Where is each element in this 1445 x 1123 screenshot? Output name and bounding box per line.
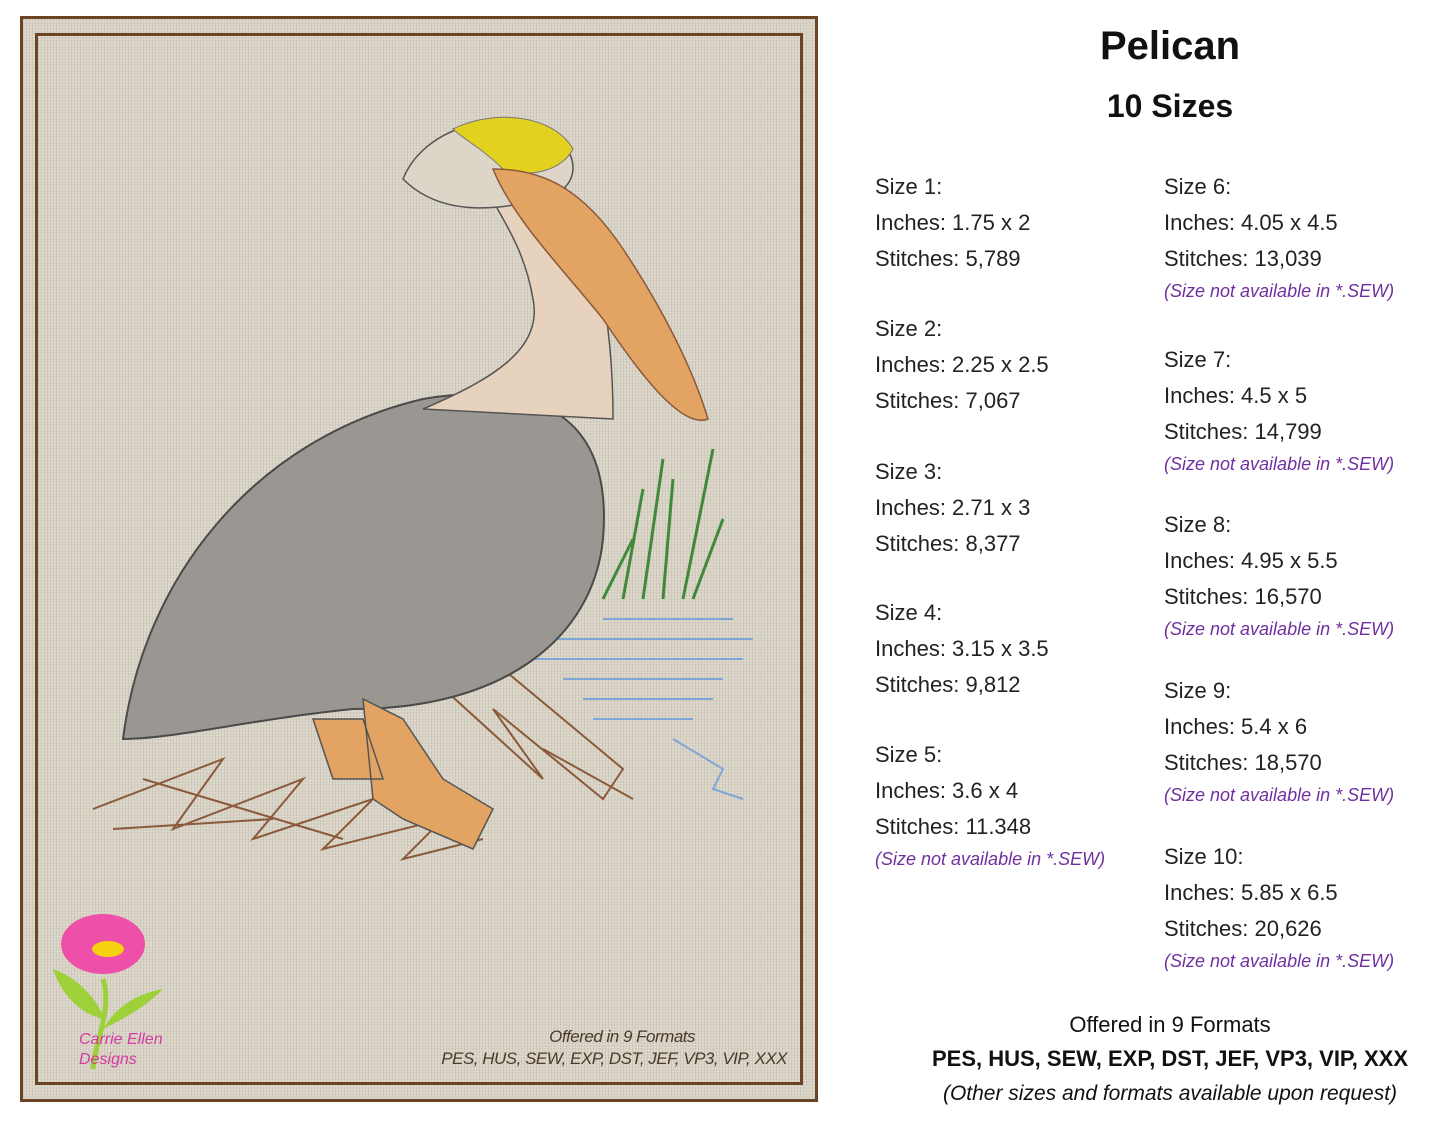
grass: [601, 448, 725, 600]
size-stitches: Stitches: 18,570: [1164, 750, 1322, 775]
size-stitches: Stitches: 13,039: [1164, 246, 1322, 271]
size-block: Size 1: Inches: 1.75 x 2 Stitches: 5,789: [875, 169, 1030, 277]
image-offered-text: Offered in 9 Formats: [549, 1027, 695, 1046]
size-label: Size 2:: [875, 316, 943, 341]
size-block: Size 4: Inches: 3.15 x 3.5 Stitches: 9,812: [875, 595, 1049, 703]
size-stitches: Stitches: 11.348: [875, 814, 1032, 839]
size-label: Size 6:: [1164, 174, 1232, 199]
size-block: Size 3: Inches: 2.71 x 3 Stitches: 8,377: [875, 454, 1030, 562]
size-stitches: Stitches: 9,812: [875, 672, 1021, 697]
pelican-beak: [491, 168, 709, 422]
product-image: Carrie Ellen Designs Offered in 9 Format…: [20, 16, 818, 1102]
svg-text:Carrie Ellen: Carrie Ellen: [79, 1031, 163, 1048]
size-inches: Inches: 5.85 x 6.5: [1164, 880, 1338, 905]
size-stitches: Stitches: 14,799: [1164, 419, 1322, 444]
footer-offered: Offered in 9 Formats: [1069, 1012, 1271, 1037]
size-label: Size 5:: [875, 742, 943, 767]
size-block: Size 10: Inches: 5.85 x 6.5 Stitches: 20,6…: [1164, 839, 1394, 975]
size-note: (Size not available in *.SEW): [875, 849, 1106, 869]
size-label: Size 4:: [875, 600, 943, 625]
size-inches: Inches: 3.6 x 4: [875, 778, 1019, 803]
size-stitches: Stitches: 7,067: [875, 388, 1021, 413]
svg-text:Designs: Designs: [79, 1051, 137, 1068]
size-note: (Size not available in *.SEW): [1164, 951, 1395, 971]
size-label: Size 3:: [875, 459, 943, 484]
nest: [92, 668, 634, 861]
page-subtitle: 10 Sizes: [1106, 88, 1234, 124]
size-block: Size 5: Inches: 3.6 x 4 Stitches: 11.348 (S…: [875, 737, 1105, 873]
size-label: Size 9:: [1164, 678, 1232, 703]
pelican-embroidery: Carrie Ellen Designs: [53, 116, 753, 1070]
inner-frame: [35, 33, 803, 1085]
size-label: Size 7:: [1164, 347, 1232, 372]
size-note: (Size not available in *.SEW): [1164, 454, 1395, 474]
size-inches: Inches: 1.75 x 2: [875, 210, 1031, 235]
size-label: Size 8:: [1164, 512, 1232, 537]
size-label: Size 10:: [1164, 844, 1244, 869]
pelican-crown: [452, 116, 574, 174]
pelican-legs: [311, 697, 494, 850]
image-formats-text: PES, HUS, SEW, EXP, DST, JEF, VP3, VIP, …: [441, 1049, 787, 1068]
page-title: Pelican: [1099, 24, 1241, 68]
pelican-body: [121, 393, 605, 741]
size-note: (Size not available in *.SEW): [1164, 619, 1395, 639]
size-inches: Inches: 5.4 x 6: [1164, 714, 1308, 739]
size-stitches: Stitches: 5,789: [875, 246, 1021, 271]
size-stitches: Stitches: 16,570: [1164, 584, 1322, 609]
size-block: Size 7: Inches: 4.5 x 5 Stitches: 14,799 (S…: [1164, 342, 1394, 478]
footer-formats: PES, HUS, SEW, EXP, DST, JEF, VP3, VIP, …: [931, 1046, 1409, 1071]
size-stitches: Stitches: 8,377: [875, 531, 1021, 556]
size-stitches: Stitches: 20,626: [1164, 916, 1322, 941]
size-inches: Inches: 2.25 x 2.5: [875, 352, 1049, 377]
size-label: Size 1:: [875, 174, 943, 199]
size-inches: Inches: 2.71 x 3: [875, 495, 1031, 520]
water: [533, 618, 753, 800]
size-inches: Inches: 4.5 x 5: [1164, 383, 1308, 408]
size-block: Size 6: Inches: 4.05 x 4.5 Stitches: 13,03…: [1164, 169, 1394, 305]
size-block: Size 2: Inches: 2.25 x 2.5 Stitches: 7,067: [875, 311, 1049, 419]
size-note: (Size not available in *.SEW): [1164, 785, 1395, 805]
size-inches: Inches: 4.05 x 4.5: [1164, 210, 1338, 235]
size-inches: Inches: 4.95 x 5.5: [1164, 548, 1338, 573]
carrie-ellen-logo: Carrie Ellen Designs: [53, 914, 163, 1070]
footer-request: (Other sizes and formats available upon …: [942, 1082, 1398, 1105]
size-note: (Size not available in *.SEW): [1164, 281, 1395, 301]
size-block: Size 9: Inches: 5.4 x 6 Stitches: 18,570 (S…: [1164, 673, 1394, 809]
size-block: Size 8: Inches: 4.95 x 5.5 Stitches: 16,57…: [1164, 507, 1394, 643]
size-inches: Inches: 3.15 x 3.5: [875, 636, 1049, 661]
